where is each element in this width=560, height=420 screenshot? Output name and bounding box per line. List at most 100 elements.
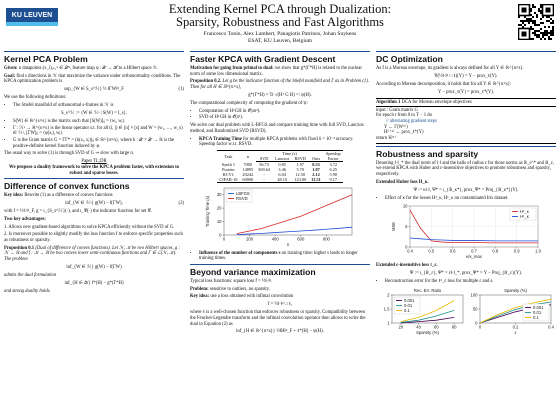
formula: sup_{W ∈ S_s^ℋ} ½ ‖ΓW‖²_F xyxy=(64,87,124,93)
qr-module xyxy=(524,24,526,26)
qr-module xyxy=(548,32,550,34)
x-axis-label: κ/κ_max xyxy=(466,254,482,259)
label: Goal: xyxy=(4,73,16,79)
table-row: Synth 1 7000 56.73 0.85 1.97 0.53 3.72 xyxy=(217,161,343,167)
list: Reconstruction error for the ℓ²_ε loss f… xyxy=(376,279,556,285)
label: Key idea: xyxy=(190,294,210,300)
qr-module xyxy=(530,18,532,20)
y-tick-label: 0 xyxy=(475,320,478,325)
table-header: Time (s) xyxy=(255,149,324,156)
y-tick-label: 1.5 xyxy=(384,306,390,311)
formula: inf_{W ∈ ℋˢ} g(W) − f(ΓW), xyxy=(65,200,123,206)
qr-module xyxy=(542,16,544,18)
tldr-title: Paper TL;DR xyxy=(81,159,107,165)
text: DCA for Moreau envelope objectives xyxy=(401,99,472,105)
y-tick-label: 1 xyxy=(387,320,390,325)
legend-label: RSVD xyxy=(236,196,248,201)
table-row: RCV1 20242 - 6.04 12.50 2.12 5.90 xyxy=(217,172,343,177)
list: S(W) ∈ ℝ^{s×s} is the matrix such that [… xyxy=(4,119,184,150)
list-item: Effect of κ for the losses H²_κ, H¹_κ on… xyxy=(385,196,556,202)
paragraph: and strong duality holds. xyxy=(4,288,51,294)
qr-module xyxy=(538,24,540,26)
table-cell: 6.25 xyxy=(329,166,337,172)
table-cell: 2.12 xyxy=(312,171,320,177)
x-tick-label: 0.2 xyxy=(513,324,519,329)
y-tick-label: 2 xyxy=(387,292,390,297)
text: n datapoints (x_i)ᵢ₌₁ⁿ ∈ 𝒳ⁿ, feature map… xyxy=(18,66,159,71)
qr-finder xyxy=(518,4,531,17)
tldr: We propose a duality framework to solve … xyxy=(9,164,179,176)
qr-module xyxy=(532,4,534,6)
table-header: Speedup xyxy=(323,149,344,156)
chart-box: 0 200 400 600 800 0 10 20 30 n Training Time (s) LB… xyxy=(190,185,370,250)
list: Computation of HᵀGH in 𝒪(sn²). SVD of Hᵀ… xyxy=(190,109,370,121)
qr-module xyxy=(526,20,528,22)
y-axis-label: MSE xyxy=(391,222,396,231)
paragraph: where ℓ is a well-chosen function that e… xyxy=(190,310,366,327)
table-cell: 13.51 xyxy=(308,176,324,183)
qr-module xyxy=(530,14,532,16)
qr-module xyxy=(536,24,538,26)
qr-module xyxy=(548,26,550,28)
qr-module xyxy=(530,38,532,40)
table-header: Ours xyxy=(308,155,324,162)
text: use a loss obtained with infimal convolu… xyxy=(210,294,294,300)
equation: S_s^ℋ := {W ∈ ℋˢ | S(W) = I_s}. xyxy=(60,110,128,116)
paragraph: admits the dual formulation xyxy=(4,272,57,278)
list: Influence of the number of components s … xyxy=(190,251,370,262)
legend-label: H¹_κ xyxy=(520,214,530,219)
algorithm-header: Algorithm 1 DCA for Moreau envelope obje… xyxy=(376,100,556,107)
qr-finder xyxy=(518,27,531,40)
qr-module xyxy=(536,14,538,16)
qr-module xyxy=(536,16,538,18)
qr-module xyxy=(550,34,552,36)
x-tick-label: 0.9 xyxy=(514,249,520,254)
legend-box xyxy=(522,303,550,321)
text: we show that g*(Γ*H) is related to the n… xyxy=(190,66,362,77)
qr-module xyxy=(520,24,522,26)
qr-module xyxy=(544,32,546,34)
paragraph: Extended Huber loss H_κ. xyxy=(376,179,429,185)
list-item: G is the Gram matrix G = ΓΓ* = (k(xᵢ, xⱼ… xyxy=(13,138,184,149)
qr-module xyxy=(534,22,536,24)
table-cell: 5.70 xyxy=(296,166,304,172)
table-cell: CIFAR-10 xyxy=(216,176,240,183)
x-tick-label: 1.0 xyxy=(535,249,541,254)
qr-module xyxy=(550,18,552,20)
qr-module xyxy=(518,16,520,18)
table-cell: 5.90 xyxy=(329,171,337,177)
legend-box xyxy=(509,208,537,221)
qr-module xyxy=(546,20,548,22)
text: (Dual of difference of convex functions)… xyxy=(4,245,180,263)
qr-module xyxy=(540,38,542,40)
qr-module xyxy=(544,38,546,40)
x-tick-label: 600 xyxy=(297,236,305,241)
qr-module xyxy=(546,16,548,18)
qr-module xyxy=(546,30,548,32)
qr-module xyxy=(526,18,528,20)
qr-module xyxy=(538,36,540,38)
table-cell: - xyxy=(263,171,265,177)
legend-label: 0.001 xyxy=(533,305,544,310)
legend-box xyxy=(393,296,421,314)
label: Problem: xyxy=(190,286,209,292)
qr-module xyxy=(528,22,530,24)
text: for multiple KPCA problems with fixed δ … xyxy=(199,136,354,148)
paragraph: 1. Allows new gradient-based algorithms … xyxy=(4,224,175,230)
x-tick-label: 60 xyxy=(434,324,439,329)
table-header-row: SVD Lanczos RSVD Ours Factor xyxy=(217,155,344,162)
qr-module xyxy=(542,36,544,38)
chart: 0 200 400 600 800 0 10 20 30 n Training Time (s) LB… xyxy=(205,187,353,247)
paragraph: We solve our dual problem with L-BFGS an… xyxy=(190,123,364,134)
text: Rewrite (1) as a difference of convex fu… xyxy=(24,193,113,199)
column: DC Optimization As f is a Moreau envelop… xyxy=(376,49,556,418)
table-header: Factor xyxy=(323,155,344,162)
qr-module xyxy=(540,18,542,20)
algorithm-line: return H⁽ᵀ⁾ xyxy=(376,136,396,142)
qr-module xyxy=(538,34,540,36)
list: KPCA Training Time for multiple KPCA pro… xyxy=(190,137,370,148)
equation-number: (1) xyxy=(178,87,184,93)
authors: Francesco Tonin, Alex Lambert, Panagioti… xyxy=(203,31,357,37)
label: Motivation for going from primal to dual… xyxy=(190,66,274,71)
qr-module xyxy=(530,28,532,30)
